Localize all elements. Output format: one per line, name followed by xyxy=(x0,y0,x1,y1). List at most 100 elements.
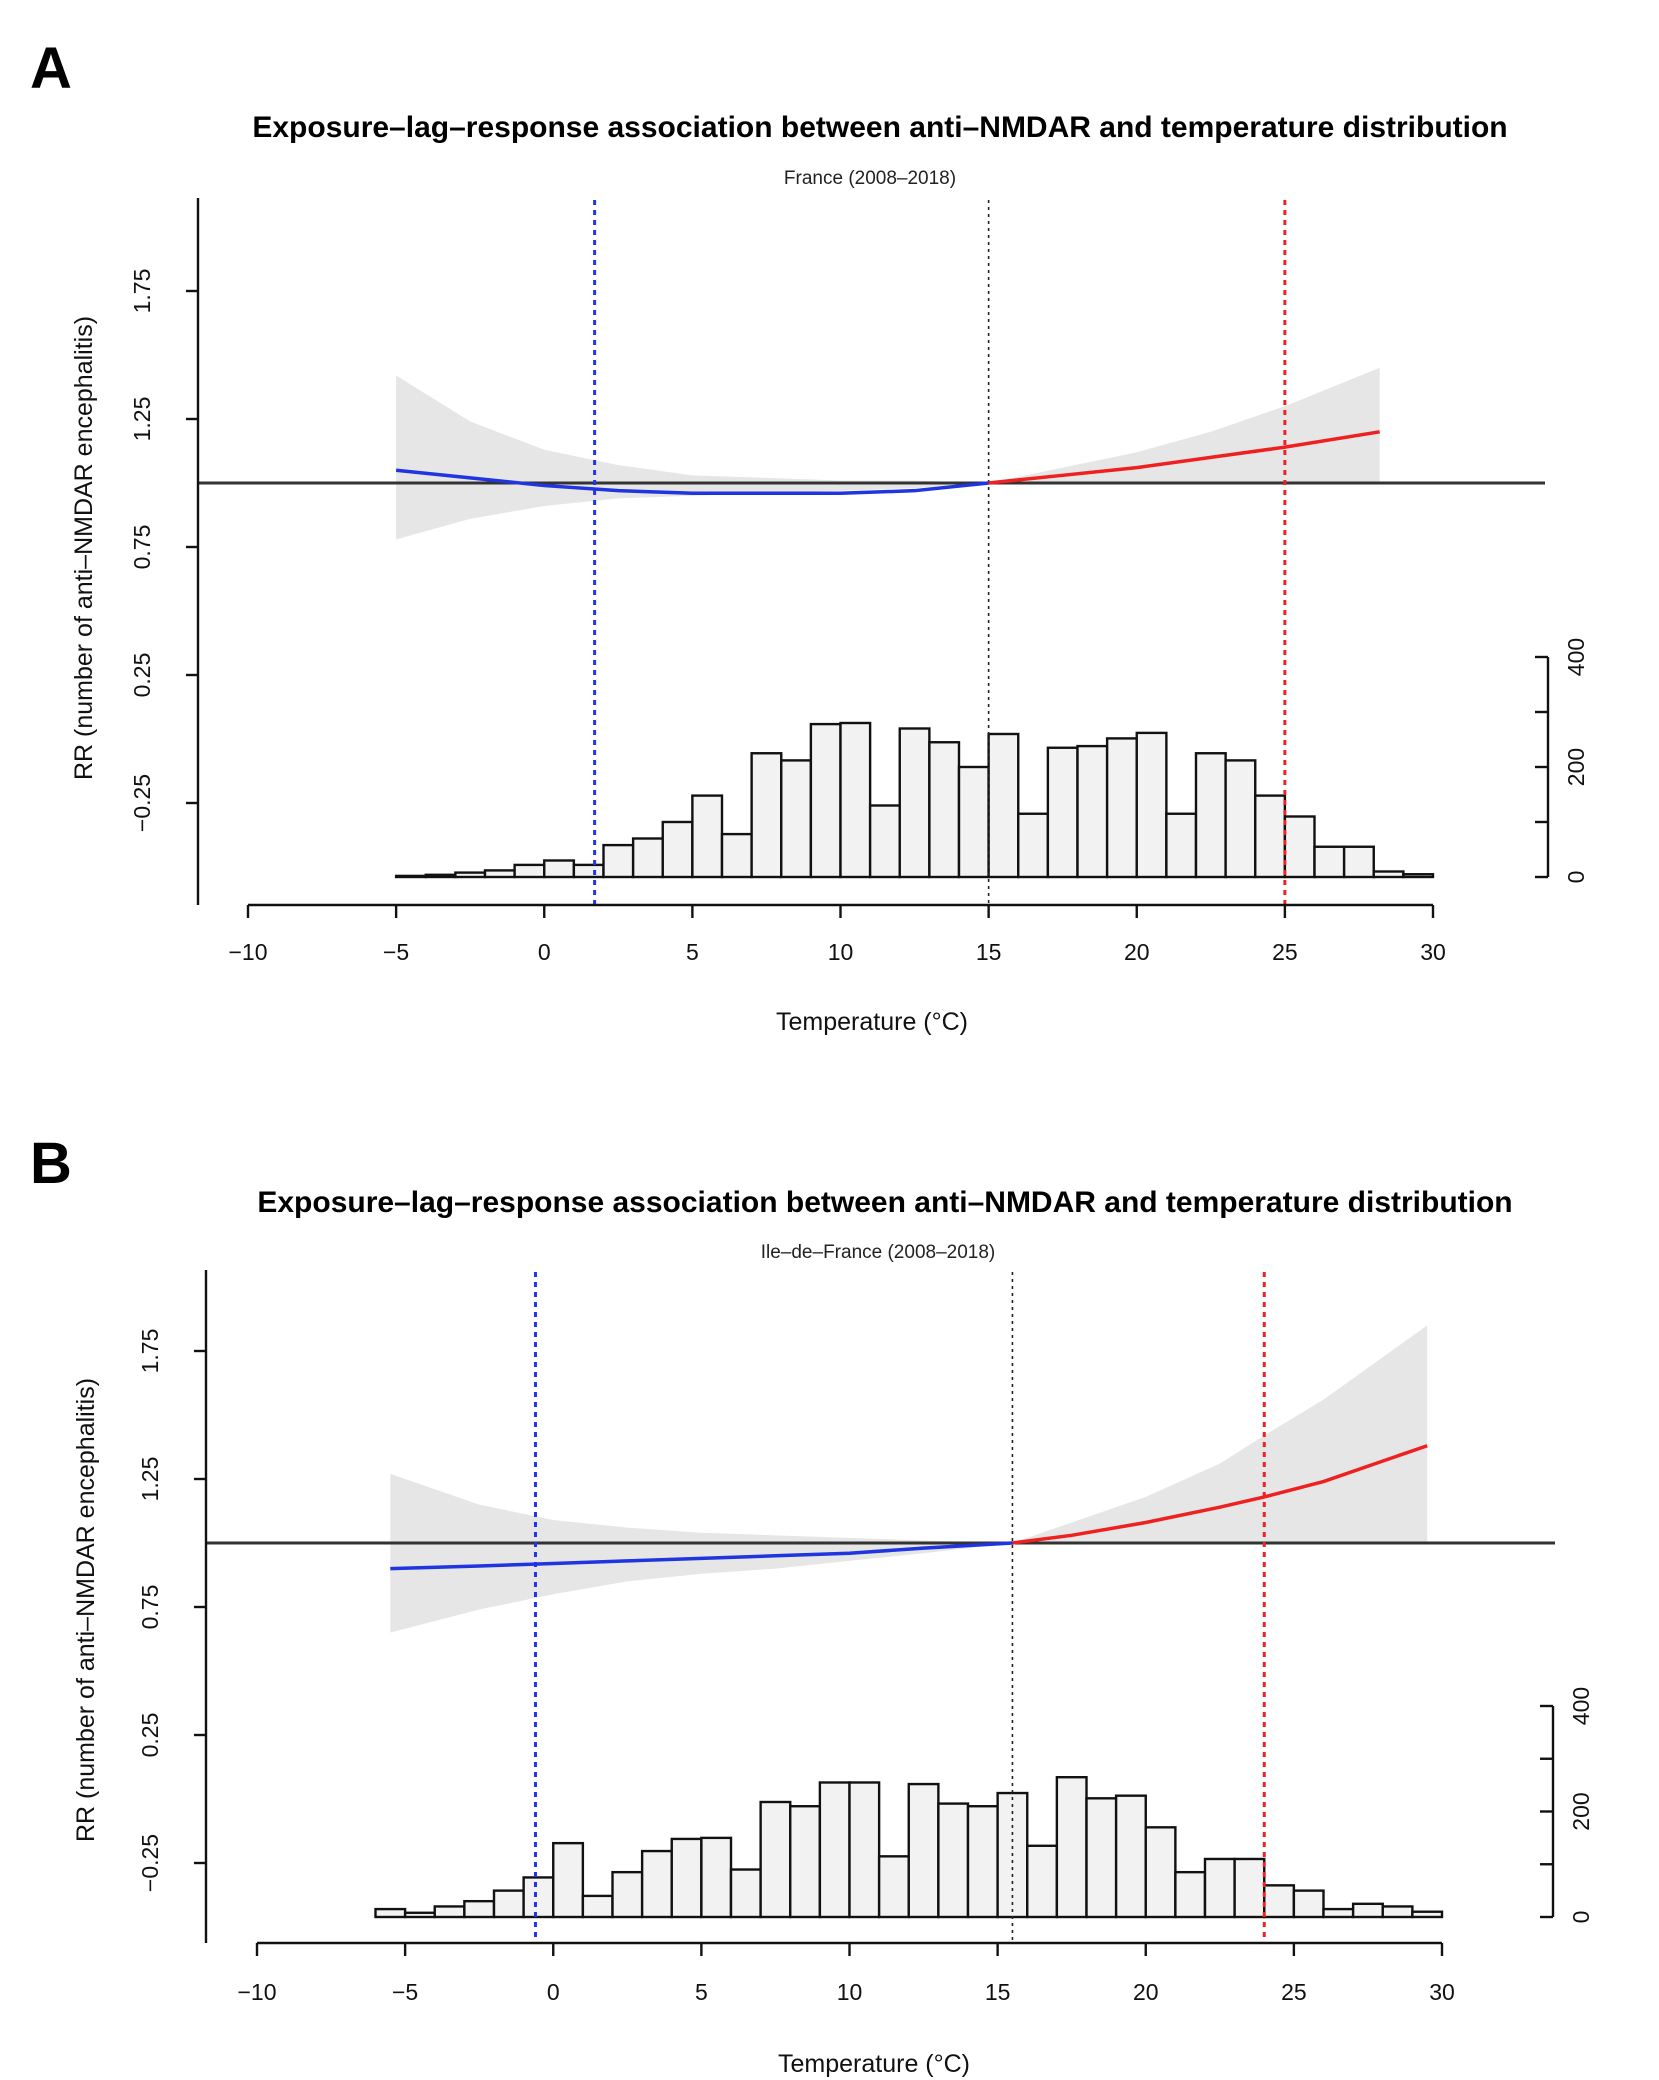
histogram-bar xyxy=(543,859,576,879)
histogram-bar xyxy=(394,874,427,879)
histogram-bar xyxy=(700,1836,733,1919)
histogram-bar xyxy=(513,863,546,879)
histogram-bar xyxy=(1046,746,1079,879)
chart-title: Exposure–lag–response association betwee… xyxy=(252,111,1507,144)
histogram-bar xyxy=(611,1870,644,1919)
heat-response-curve xyxy=(1012,1444,1428,1545)
y-axis-label: RR (number of anti–NMDAR encephalitis) xyxy=(72,1378,100,1842)
histogram-bar xyxy=(1322,1907,1355,1919)
panel-letter: B xyxy=(30,1131,72,1196)
histogram-bar xyxy=(789,1805,822,1919)
y-tick-label: 0.75 xyxy=(137,1585,163,1630)
histogram-bar xyxy=(818,1781,851,1919)
histogram xyxy=(394,721,1435,879)
histogram-count-axis: 0 200 400 xyxy=(1535,638,1589,884)
histogram-bar xyxy=(907,1782,940,1919)
x-tick-label: 10 xyxy=(837,1979,863,2005)
histogram-bar xyxy=(522,1876,555,1919)
x-axis: −10 −5 0 5 10 15 20 25 30 xyxy=(237,1941,1455,2005)
chart-subtitle: Ile–de–France (2008–2018) xyxy=(761,1242,996,1263)
count-tick-label: 0 xyxy=(1568,1911,1594,1924)
histogram-bar xyxy=(1026,1844,1059,1919)
histogram-bar xyxy=(1224,759,1257,879)
y-tick-label: 1.25 xyxy=(129,397,155,442)
x-tick-label: 20 xyxy=(1133,1979,1159,2005)
histogram-bar xyxy=(670,1837,703,1919)
histogram-bar xyxy=(809,722,842,879)
histogram-bar xyxy=(1135,731,1168,879)
histogram-bar xyxy=(1144,1826,1177,1919)
heat-response-curve xyxy=(988,430,1380,485)
panel-letter: A xyxy=(30,36,72,101)
x-tick-label: 25 xyxy=(1272,939,1298,965)
cold-response-curve xyxy=(390,1541,1013,1571)
histogram-bar xyxy=(877,1855,910,1919)
x-axis: −10 −5 0 5 10 15 20 25 30 xyxy=(228,903,1446,965)
histogram-bar xyxy=(1351,1902,1384,1919)
cold-response-curve xyxy=(395,468,989,495)
y-axis: −0.25 0.25 0.75 1.25 1.75 xyxy=(137,1270,208,1943)
chart-subtitle: France (2008–2018) xyxy=(784,168,956,189)
y-tick-label: 1.75 xyxy=(129,269,155,314)
histogram-bar xyxy=(1165,812,1198,879)
histogram-bar xyxy=(759,1800,792,1919)
x-tick-label: 0 xyxy=(547,1979,560,2005)
histogram-bar xyxy=(424,873,457,879)
x-tick-label: 5 xyxy=(686,939,699,965)
histogram-bar xyxy=(1055,1776,1088,1919)
confidence-band xyxy=(396,367,1380,540)
histogram-bar xyxy=(1174,1870,1207,1919)
histogram-bar xyxy=(640,1849,673,1919)
histogram-bar xyxy=(1411,1910,1444,1919)
count-tick-label: 400 xyxy=(1568,1687,1594,1725)
x-tick-label: 0 xyxy=(538,939,551,965)
histogram-bar xyxy=(661,820,694,879)
chart-title: Exposure–lag–response association betwee… xyxy=(257,1186,1512,1219)
plot-area: −0.25 0.25 0.75 1.25 1.75 −10 −5 0 5 10 15 20 25 30 0 2… xyxy=(129,198,1589,965)
histogram-bar xyxy=(937,1802,970,1919)
histogram-bar xyxy=(454,871,487,879)
y-tick-label: 0.25 xyxy=(129,653,155,698)
histogram-bar xyxy=(1292,1889,1325,1919)
count-tick-label: 0 xyxy=(1563,871,1589,884)
histogram-bar xyxy=(868,804,901,879)
histogram-bar xyxy=(463,1899,496,1919)
histogram-bar xyxy=(581,1894,614,1919)
histogram-bar xyxy=(403,1911,436,1919)
histogram-bar xyxy=(1402,873,1435,879)
x-tick-label: 10 xyxy=(828,939,854,965)
histogram-bar xyxy=(1372,870,1405,879)
x-tick-label: −10 xyxy=(228,939,267,965)
histogram-bar xyxy=(987,732,1020,879)
x-tick-label: 25 xyxy=(1281,1979,1307,2005)
x-tick-label: 30 xyxy=(1420,939,1446,965)
histogram-bar xyxy=(1017,812,1050,879)
histogram-bar xyxy=(750,752,783,879)
y-tick-label: 1.25 xyxy=(137,1457,163,1502)
histogram-bar xyxy=(848,1781,881,1919)
count-tick-label: 400 xyxy=(1563,638,1589,676)
x-tick-label: −10 xyxy=(237,1979,276,2005)
plot-area: −0.25 0.25 0.75 1.25 1.75 −10 −5 0 5 10 15 20 25 30 0 2… xyxy=(137,1270,1594,2005)
histogram-bar xyxy=(898,727,931,879)
histogram-bar xyxy=(691,794,724,879)
x-tick-label: −5 xyxy=(392,1979,418,2005)
histogram-bar xyxy=(1283,815,1316,879)
y-tick-label: 0.25 xyxy=(137,1713,163,1758)
histogram-count-axis: 0 200 400 xyxy=(1540,1687,1594,1924)
x-axis-label: Temperature (°C) xyxy=(778,2050,970,2078)
histogram-bar xyxy=(1313,845,1346,879)
panel-a: A Exposure–lag–response association betw… xyxy=(30,36,1589,1036)
y-tick-label: −0.25 xyxy=(129,774,155,832)
histogram-bar xyxy=(1254,794,1287,879)
histogram-bar xyxy=(839,721,872,879)
histogram-bar xyxy=(483,869,516,879)
histogram-bar xyxy=(1233,1857,1266,1919)
histogram-bar xyxy=(572,863,605,879)
histogram-bar xyxy=(492,1889,525,1919)
histogram-bar xyxy=(1203,1857,1236,1919)
x-tick-label: 20 xyxy=(1124,939,1150,965)
x-tick-label: −5 xyxy=(383,939,409,965)
x-tick-label: 15 xyxy=(985,1979,1011,2005)
